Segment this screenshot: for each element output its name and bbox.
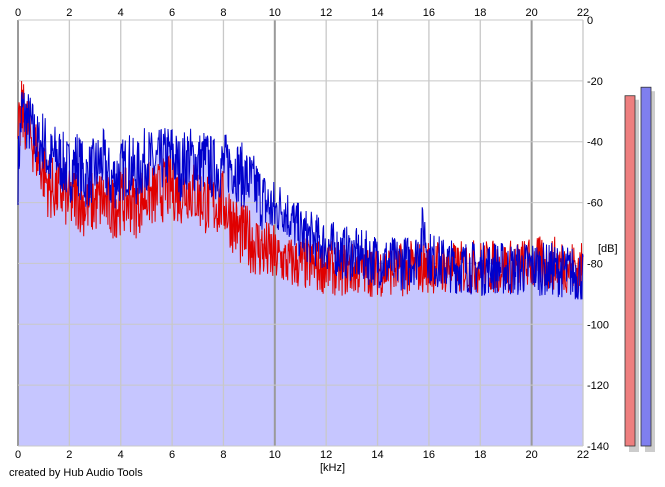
x-tick-label-top: 20 bbox=[526, 7, 538, 19]
x-tick-label-top: 16 bbox=[423, 7, 435, 19]
x-axis-unit: [kHz] bbox=[320, 462, 346, 474]
level-meters bbox=[624, 86, 655, 452]
x-tick-label-bottom: 8 bbox=[220, 449, 226, 461]
x-tick-label-bottom: 12 bbox=[320, 449, 332, 461]
y-tick-label: -140 bbox=[587, 441, 609, 453]
y-tick-label: 0 bbox=[587, 15, 593, 27]
x-tick-label-top: 18 bbox=[474, 7, 486, 19]
x-tick-label-bottom: 0 bbox=[15, 449, 21, 461]
x-tick-label-top: 0 bbox=[15, 7, 21, 19]
x-tick-label-top: 2 bbox=[66, 7, 72, 19]
y-tick-label: -80 bbox=[587, 258, 603, 270]
tick-labels: 002244668810101212141416161818202022220-… bbox=[15, 7, 609, 461]
left-channel-level-meter bbox=[624, 95, 636, 447]
x-tick-label-top: 14 bbox=[371, 7, 383, 19]
x-tick-label-top: 22 bbox=[577, 7, 589, 19]
x-tick-label-top: 12 bbox=[320, 7, 332, 19]
x-tick-label-bottom: 4 bbox=[118, 449, 124, 461]
x-tick-label-bottom: 22 bbox=[577, 449, 589, 461]
y-tick-label: -60 bbox=[587, 198, 603, 210]
x-tick-label-bottom: 16 bbox=[423, 449, 435, 461]
x-tick-label-bottom: 2 bbox=[66, 449, 72, 461]
x-tick-label-bottom: 6 bbox=[169, 449, 175, 461]
y-tick-label: -120 bbox=[587, 380, 609, 392]
y-tick-label: -20 bbox=[587, 76, 603, 88]
x-tick-label-bottom: 20 bbox=[526, 449, 538, 461]
blue-spectrum-line bbox=[17, 92, 584, 300]
credit-text: created by Hub Audio Tools bbox=[9, 467, 143, 479]
y-tick-label: -40 bbox=[587, 137, 603, 149]
y-tick-label: -100 bbox=[587, 319, 609, 331]
x-tick-label-top: 8 bbox=[220, 7, 226, 19]
x-tick-label-bottom: 14 bbox=[371, 449, 383, 461]
x-tick-label-top: 10 bbox=[269, 7, 281, 19]
y-axis-unit: [dB] bbox=[598, 243, 618, 255]
x-tick-label-top: 4 bbox=[118, 7, 124, 19]
right-channel-level-meter bbox=[640, 86, 652, 447]
series-layer bbox=[17, 80, 584, 300]
x-tick-label-bottom: 18 bbox=[474, 449, 486, 461]
grid-lines bbox=[17, 19, 584, 447]
x-tick-label-top: 6 bbox=[169, 7, 175, 19]
x-tick-label-bottom: 10 bbox=[269, 449, 281, 461]
